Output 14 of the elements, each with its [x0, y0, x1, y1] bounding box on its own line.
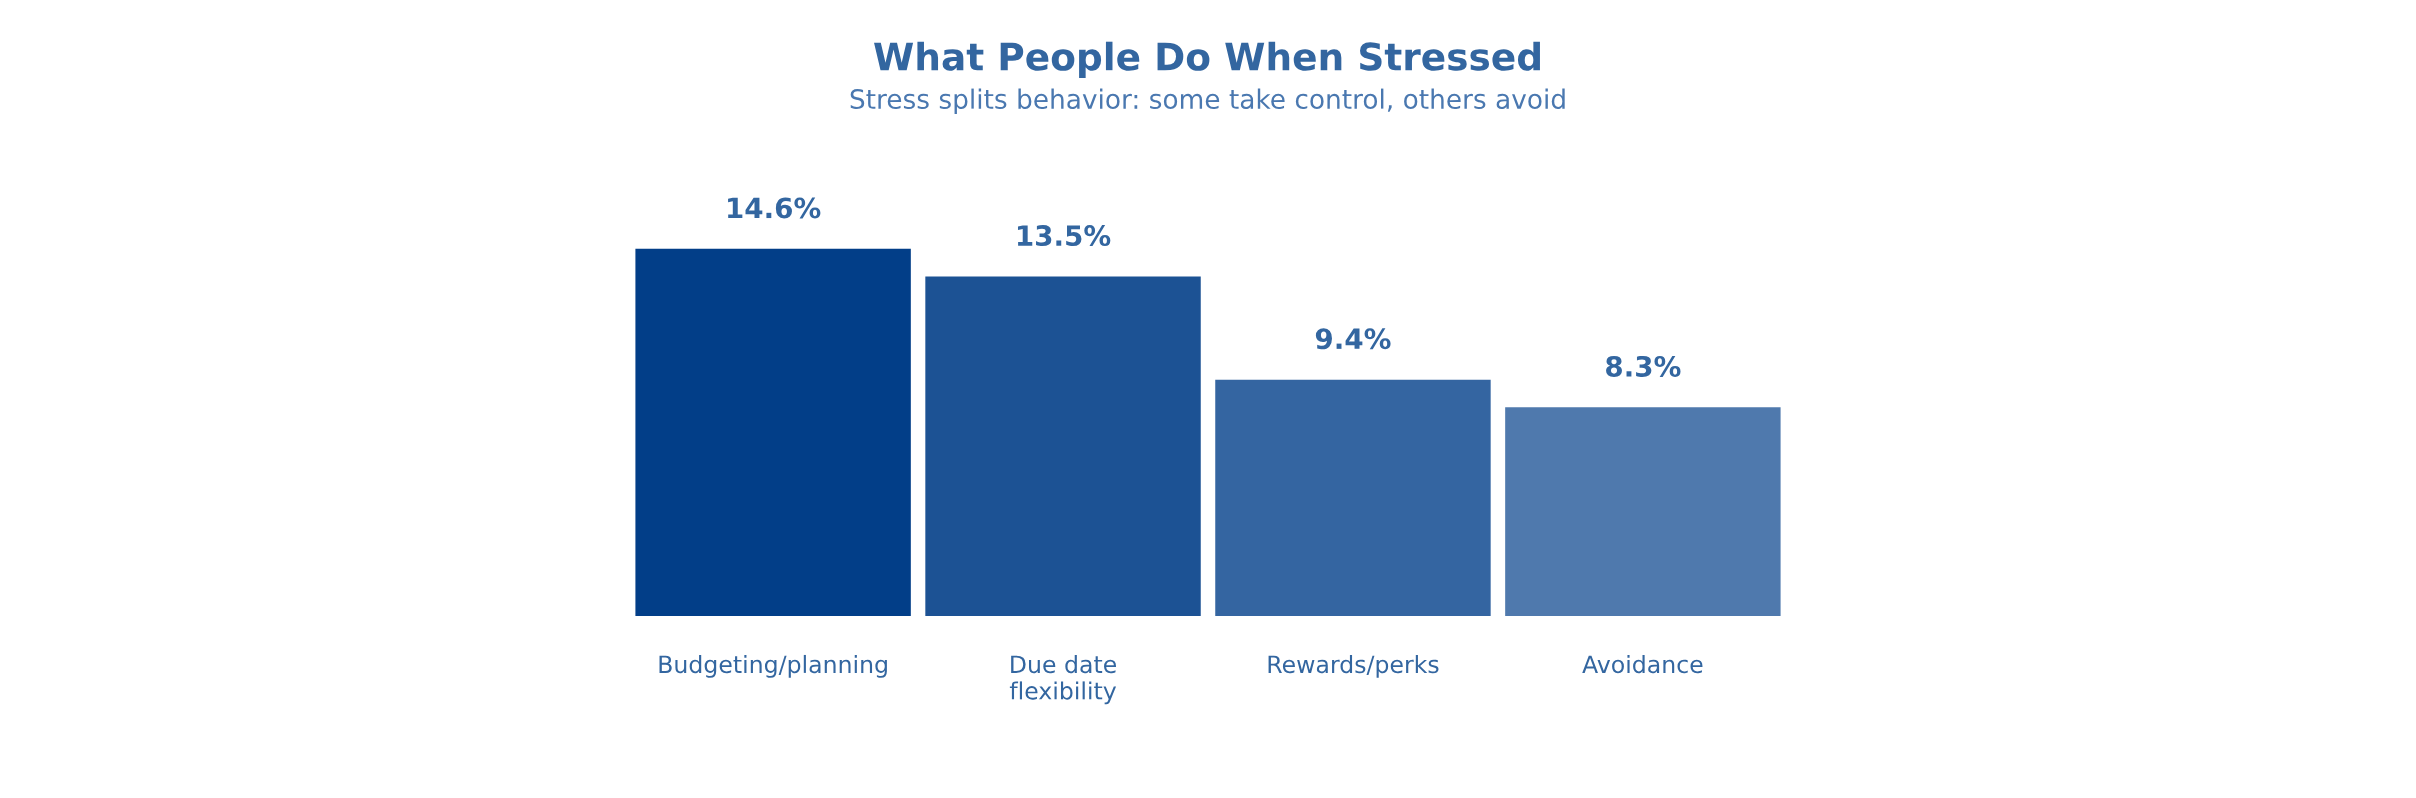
data-label: 14.6%	[728, 197, 821, 219]
x-tick-label: Budgeting/planning	[659, 654, 887, 678]
bar	[1215, 379, 1491, 617]
chart-subtitle: Stress splits behavior: some take control, others avoid	[850, 88, 1565, 115]
bar	[925, 276, 1201, 617]
x-tick-label: Rewards/perks	[1268, 654, 1439, 678]
data-label: 13.5%	[1017, 225, 1111, 247]
bar	[1505, 407, 1781, 617]
chart-title: What People Do When Stressed	[874, 41, 1540, 78]
data-label: 9.4%	[1315, 328, 1391, 350]
x-tick-label: Due date flexibility	[1009, 654, 1117, 705]
bar	[635, 248, 911, 617]
x-tick-label: Avoidance	[1582, 654, 1703, 674]
data-label: 8.3%	[1606, 355, 1681, 377]
